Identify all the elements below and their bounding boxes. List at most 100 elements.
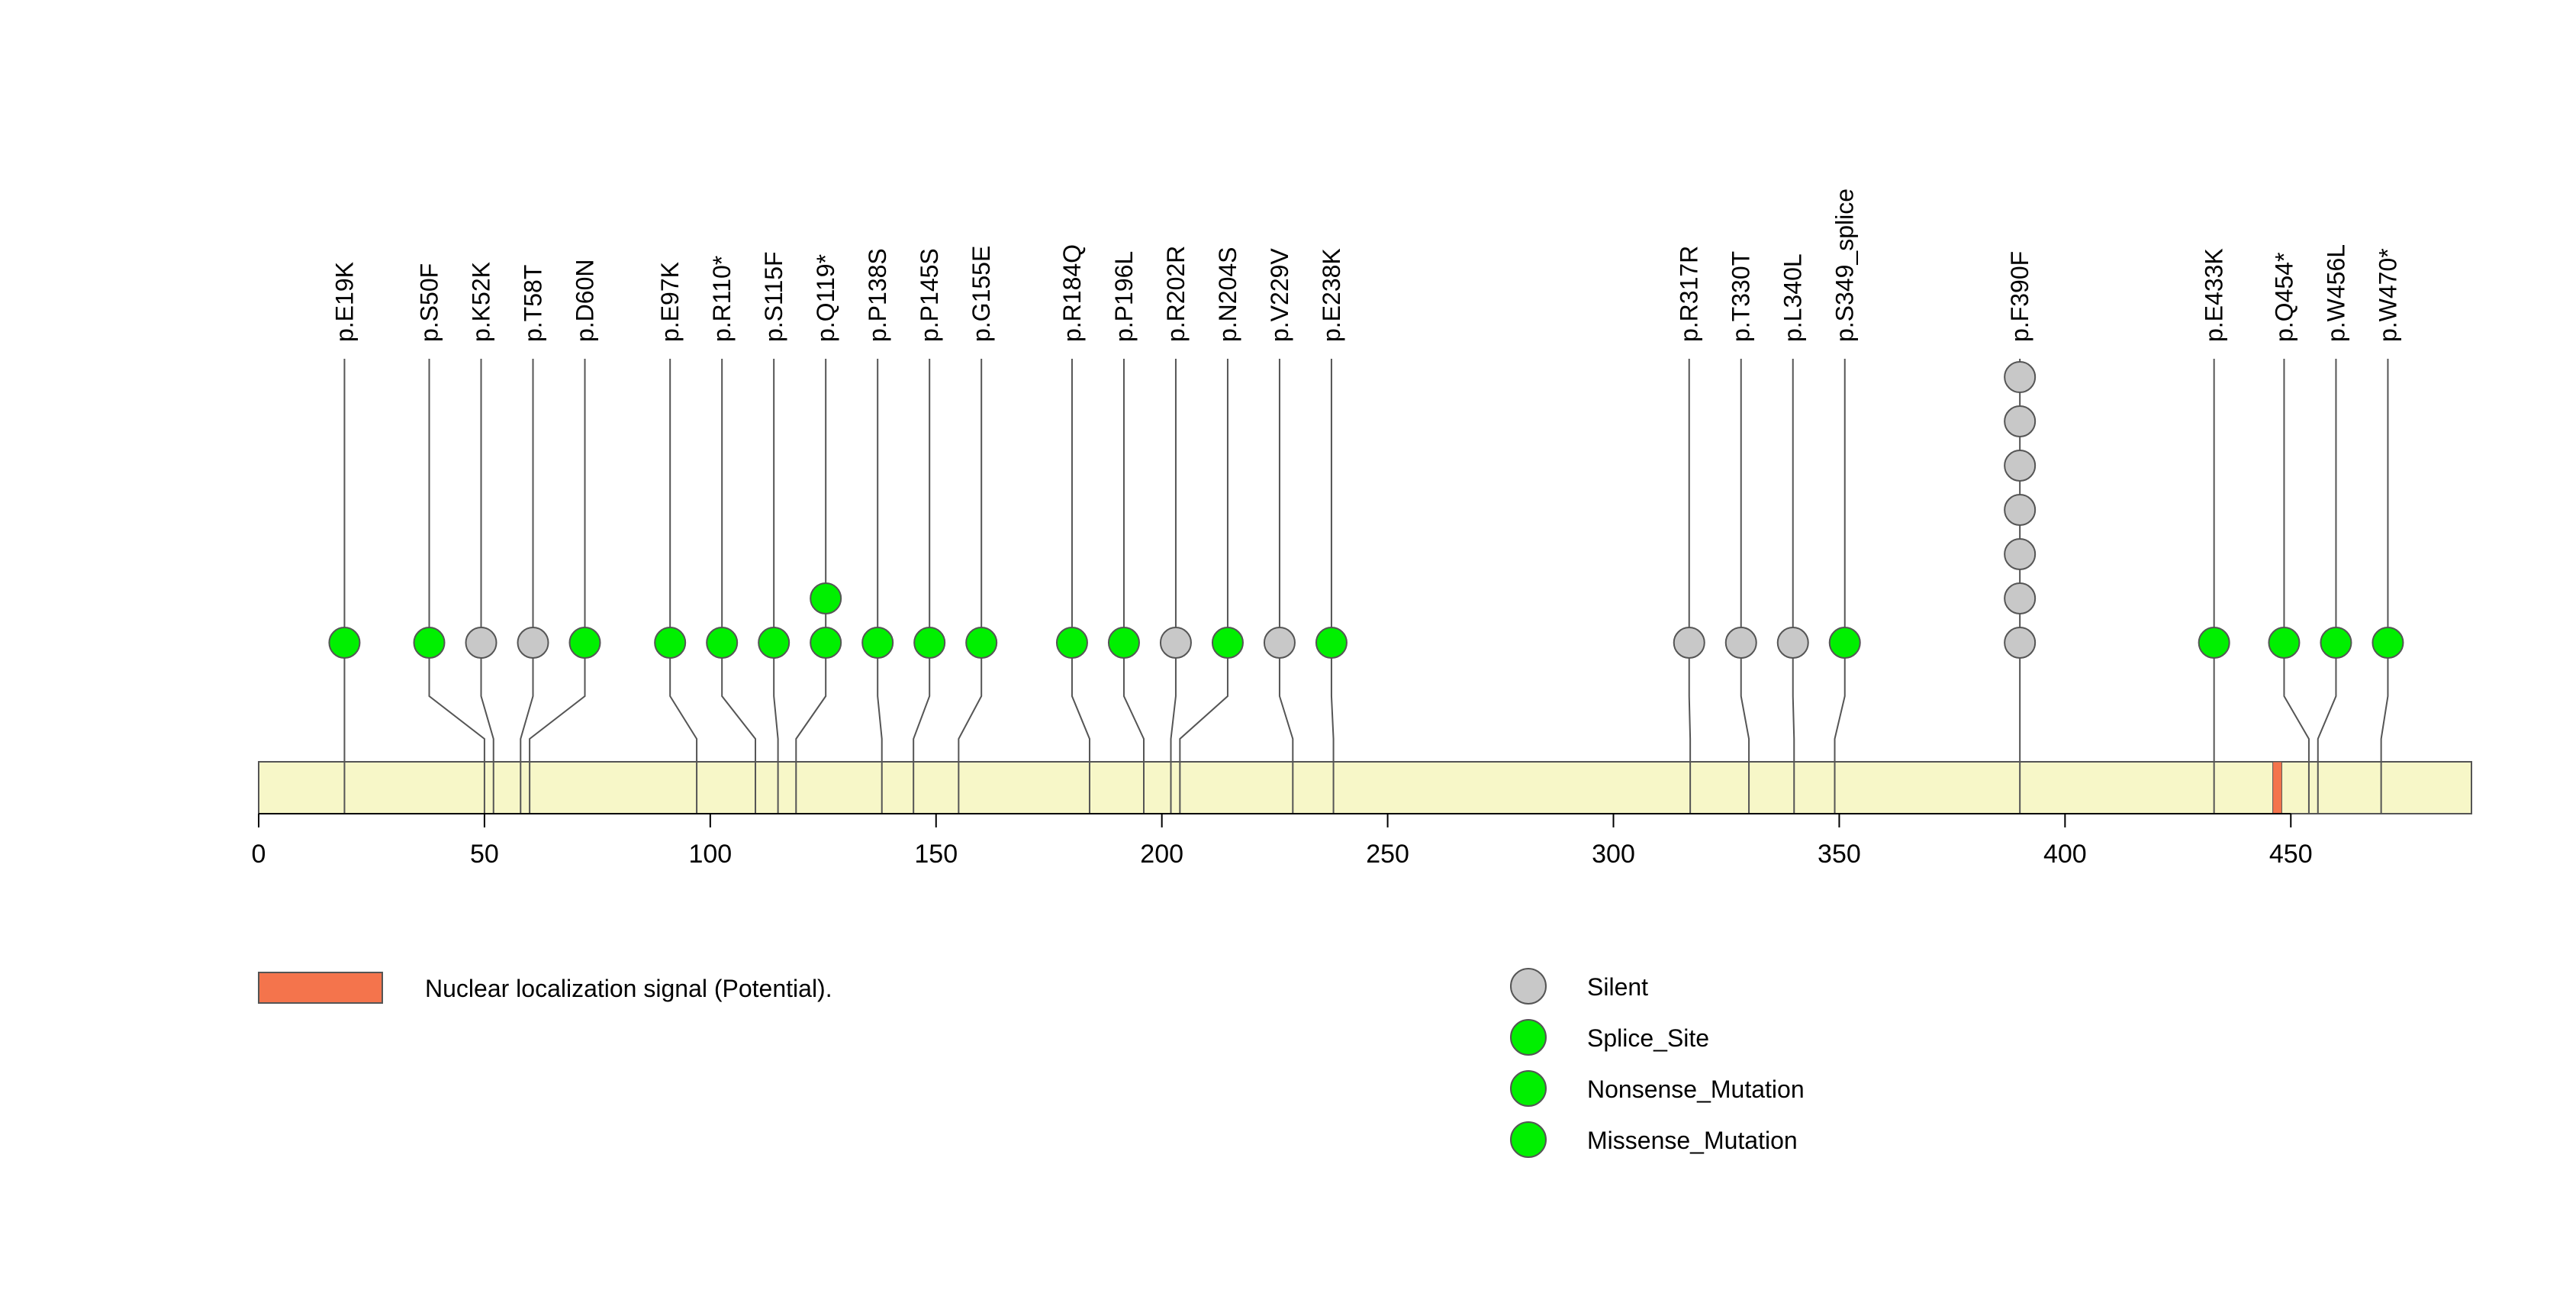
connector-p-e97k <box>669 643 698 762</box>
mutation-circle-p-r317r <box>1673 627 1705 659</box>
mutation-circle-p-f390f <box>2004 582 2037 614</box>
connector-p-r317r <box>1688 643 1692 762</box>
legend-label-missense-mutation: Missense_Mutation <box>1587 1127 1798 1154</box>
mutation-label-p-k52k: p.K52K <box>468 262 495 342</box>
connector-p-g155e <box>958 643 983 762</box>
connector-p-p196l <box>1122 643 1145 762</box>
mutation-label-p-s50f: p.S50F <box>416 263 443 342</box>
connector-p-s50f <box>428 643 485 762</box>
connector-p-t330t <box>1740 643 1750 762</box>
mutation-circle-p-s50f <box>413 627 446 659</box>
mutation-label-p-w470-: p.W470* <box>2374 248 2401 342</box>
connector-p-t58t <box>520 643 534 762</box>
mutation-circle-p-e97k <box>654 627 687 659</box>
connector-p-n204s <box>1179 643 1228 762</box>
mutation-circle-p-s115f <box>758 627 791 659</box>
mutation-label-p-w456l: p.W456L <box>2322 244 2349 342</box>
x-tick-label-150: 150 <box>914 840 958 869</box>
mutation-circle-p-n204s <box>1211 627 1244 659</box>
mutation-circle-p-f390f <box>2004 627 2037 659</box>
mutation-label-p-r110-: p.R110* <box>708 256 736 342</box>
mutation-label-p-s349-splice: p.S349_splice <box>1831 189 1859 342</box>
connector-p-s349-splice <box>1834 643 1846 762</box>
mutation-label-p-q454-: p.Q454* <box>2270 253 2297 342</box>
mutation-circles <box>328 361 2404 659</box>
legend-label-splice-site: Splice_Site <box>1587 1024 1709 1052</box>
mutation-label-p-q119-: p.Q119* <box>812 254 839 342</box>
mutation-circle-p-t330t <box>1724 627 1757 659</box>
mutation-circle-p-r184q <box>1055 627 1088 659</box>
mutation-circle-p-w470- <box>2372 627 2404 659</box>
connector-p-q454- <box>2283 643 2310 762</box>
mutation-circle-p-l340l <box>1776 627 1809 659</box>
mutation-circle-p-q119- <box>810 627 842 659</box>
domain-nls <box>2272 761 2282 814</box>
mutation-circle-p-e19k <box>328 627 361 659</box>
connector-p-d60n <box>529 643 586 762</box>
connector-p-p145s <box>913 643 931 762</box>
mutation-circle-p-p196l <box>1107 627 1140 659</box>
mutation-label-p-e433k: p.E433K <box>2201 248 2228 342</box>
mutation-label-p-r202r: p.R202R <box>1162 246 1190 342</box>
mutation-label-p-d60n: p.D60N <box>572 260 599 343</box>
mutation-circle-p-f390f <box>2004 494 2037 526</box>
connector-p-w456l <box>2317 643 2337 762</box>
mutation-label-p-p196l: p.P196L <box>1110 251 1138 342</box>
position-ticks-on-bar <box>343 762 2382 814</box>
mutation-label-p-p145s: p.P145S <box>916 248 943 342</box>
connector-p-r202r <box>1170 643 1177 762</box>
x-tick-label-0: 0 <box>252 840 266 869</box>
mutation-circle-p-t58t <box>517 627 549 659</box>
mutation-label-p-s115f: p.S115F <box>760 251 787 342</box>
protein-bar <box>258 761 2472 814</box>
mutation-label-p-g155e: p.G155E <box>968 246 995 342</box>
mutation-circle-p-r110- <box>706 627 739 659</box>
connector-p-e238k <box>1330 643 1335 762</box>
x-tick-label-100: 100 <box>688 840 732 869</box>
mutation-label-p-r317r: p.R317R <box>1676 246 1703 342</box>
legend-swatch-nonsense-mutation <box>1510 1070 1547 1107</box>
mutation-circle-p-w456l <box>2320 627 2352 659</box>
mutation-circle-p-p145s <box>913 627 946 659</box>
mutation-circle-p-q454- <box>2268 627 2301 659</box>
x-tick-label-250: 250 <box>1366 840 1409 869</box>
mutation-type-legend: Silent Splice_Site Nonsense_Mutation Missen… <box>1510 968 1805 1158</box>
mutation-label-p-n204s: p.N204S <box>1214 247 1241 342</box>
mutation-labels: p.E19K p.S50F p.K52K p.T58T p.D60N p.E97K p.R1… <box>330 189 2401 342</box>
mutation-label-p-f390f: p.F390F <box>2006 251 2033 342</box>
connector-p-w470- <box>2380 643 2389 762</box>
mutation-circle-p-k52k <box>465 627 497 659</box>
connector-p-k52k <box>480 643 494 762</box>
connector-p-l340l <box>1792 643 1795 762</box>
mutation-circle-p-q119- <box>810 582 842 614</box>
mutation-circle-p-s349-splice <box>1828 627 1861 659</box>
connector-lines <box>343 643 2389 762</box>
legend-swatch-missense-mutation <box>1510 1121 1547 1158</box>
legend-label-nonsense-mutation: Nonsense_Mutation <box>1587 1076 1805 1103</box>
mutation-circle-p-f390f <box>2004 538 2037 570</box>
mutation-circle-p-f390f <box>2004 361 2037 393</box>
domain-legend-swatch <box>258 972 383 1004</box>
protein-domains <box>2272 761 2282 814</box>
domain-legend: Nuclear localization signal (Potential). <box>258 972 832 1004</box>
mutation-circle-p-f390f <box>2004 405 2037 437</box>
x-tick-label-300: 300 <box>1592 840 1635 869</box>
mutation-circle-p-g155e <box>965 627 998 659</box>
mutation-label-p-v229v: p.V229V <box>1266 248 1293 342</box>
x-tick-label-400: 400 <box>2043 840 2087 869</box>
mutation-label-p-r184q: p.R184Q <box>1058 244 1086 342</box>
connector-p-r110- <box>721 643 757 762</box>
mutation-circle-p-v229v <box>1263 627 1296 659</box>
mutation-circle-p-r202r <box>1159 627 1192 659</box>
mutation-circle-p-e433k <box>2198 627 2230 659</box>
connector-p-s115f <box>773 643 779 762</box>
mutation-label-p-t58t: p.T58T <box>520 265 547 342</box>
mutation-label-p-t330t: p.T330T <box>1728 251 1755 342</box>
lollipop-stems <box>343 359 2389 643</box>
legend-swatch-silent <box>1510 968 1547 1005</box>
x-axis: 0 50 100 150 200 250 300 350 400 450 <box>252 813 2313 869</box>
mutation-label-p-e19k: p.E19K <box>330 262 358 342</box>
x-tick-label-450: 450 <box>2269 840 2313 869</box>
mutation-circle-p-f390f <box>2004 450 2037 482</box>
